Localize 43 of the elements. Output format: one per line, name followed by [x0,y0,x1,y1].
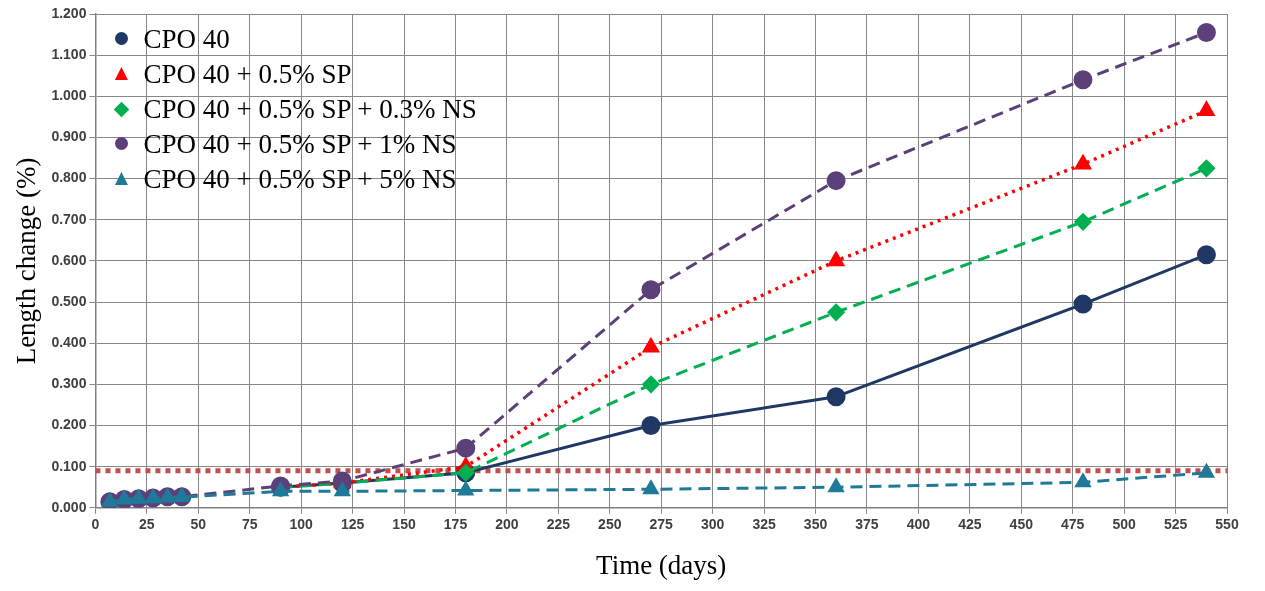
y-tick-label: 1.000 [51,87,87,104]
x-tick-label: 25 [139,516,155,533]
y-axis-title: Length change (%) [11,157,42,365]
legend-label: CPO 40 + 0.5% SP + 0.3% NS [143,93,477,126]
x-tick-label: 50 [190,516,207,533]
x-tick-label: 425 [958,516,982,533]
x-tick-label: 400 [906,516,931,533]
x-tick-label: 325 [752,516,776,533]
x-tick-label: 350 [803,516,828,533]
y-tick-label: 0.700 [51,210,87,227]
x-tick-label: 225 [546,516,571,533]
x-tick-label: 100 [289,516,314,533]
y-tick-label: 0.900 [51,128,87,145]
x-tick-label: 200 [495,516,519,533]
x-tick-label: 75 [241,516,258,533]
y-tick-label: 1.100 [51,46,87,63]
legend-label: CPO 40 [143,23,230,56]
y-tick-label: 0.400 [51,334,87,351]
y-tick-label: 0.500 [51,292,87,309]
legend-label: CPO 40 + 0.5% SP + 5% NS [143,163,457,196]
y-tick-label: 0.000 [51,498,87,515]
y-tick-label: 0.200 [51,416,87,433]
legend-label: CPO 40 + 0.5% SP + 1% NS [143,128,457,161]
x-tick-label: 550 [1215,516,1239,533]
y-tick-label: 0.600 [51,251,87,268]
y-tick-label: 1.200 [51,4,87,21]
x-tick-label: 525 [1163,516,1188,533]
y-tick-label: 0.100 [51,457,87,474]
x-tick-label: 300 [700,516,725,533]
y-tick-label: 0.800 [51,169,87,186]
x-tick-label: 375 [855,516,879,533]
x-tick-label: 250 [598,516,622,533]
x-tick-label: 450 [1009,516,1034,533]
x-tick-label: 150 [392,516,416,533]
x-axis-title: Time (days) [596,549,727,580]
x-tick-label: 0 [91,516,100,533]
y-tick-label: 0.300 [51,375,87,392]
x-tick-label: 475 [1061,516,1085,533]
legend-label: CPO 40 + 0.5% SP [143,58,352,91]
x-tick-label: 125 [340,516,365,533]
x-tick-label: 275 [649,516,674,533]
x-tick-label: 175 [443,516,468,533]
x-tick-label: 500 [1112,516,1137,533]
